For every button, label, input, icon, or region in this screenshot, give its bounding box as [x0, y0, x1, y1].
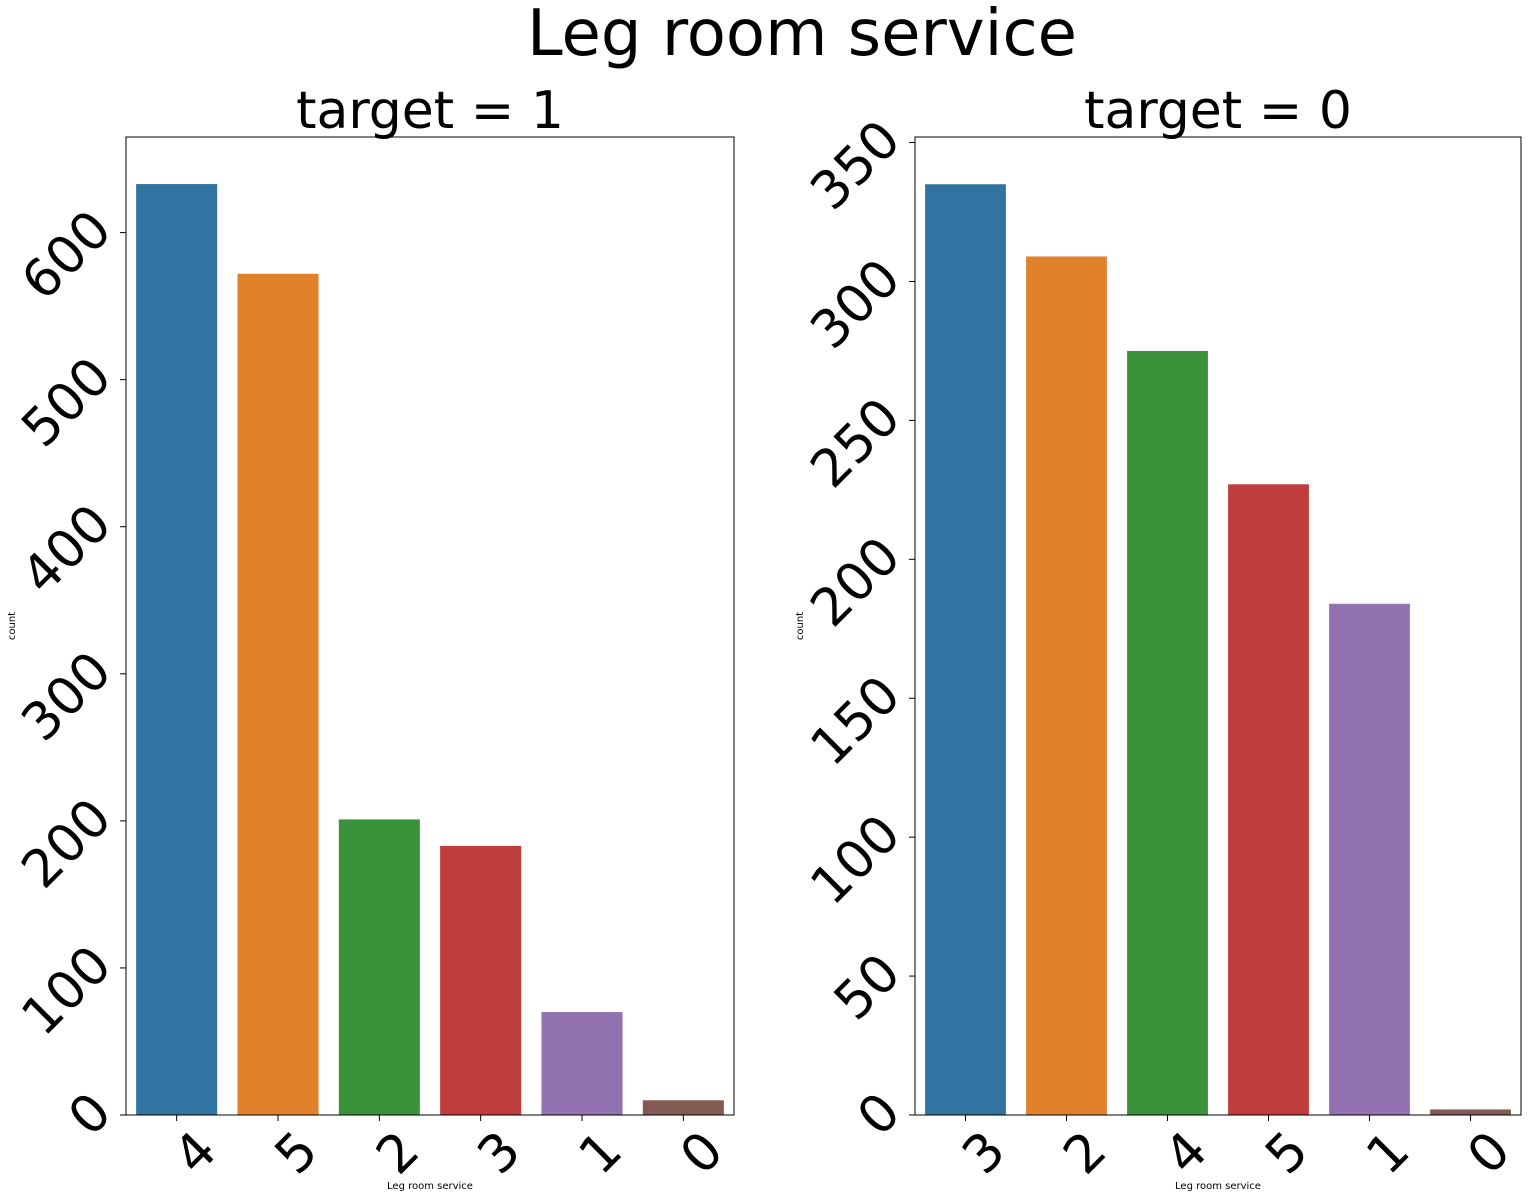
bar [925, 184, 1006, 1116]
y-tick-label: 250 [800, 387, 913, 500]
x-tick-label: 5 [264, 1120, 330, 1186]
y-tick-label: 200 [800, 526, 913, 639]
x-tick-label: 2 [1052, 1120, 1118, 1186]
bar [541, 1012, 623, 1115]
y-tick-label: 600 [11, 199, 124, 312]
y-tick-label: 200 [11, 788, 124, 901]
subplot-right-title: target = 0 [1084, 81, 1352, 141]
x-tick-label: 4 [163, 1120, 229, 1186]
bar [1329, 603, 1410, 1115]
subplot-right-frame [914, 136, 1522, 1116]
y-tick-label: 0 [846, 1082, 912, 1148]
y-tick-label: 150 [800, 665, 913, 778]
subplot-left-bars [136, 184, 724, 1115]
subplot-left-y-axis-label: count [7, 612, 18, 640]
bar [1430, 1109, 1511, 1115]
subplot-left-frame [125, 136, 735, 1116]
bar [1228, 484, 1309, 1115]
x-tick-label: 4 [1153, 1120, 1219, 1186]
x-tick-label: 1 [1355, 1120, 1421, 1186]
subplot-right-y-axis-label: count [795, 612, 806, 640]
bar [642, 1100, 724, 1115]
bar [440, 845, 522, 1115]
x-tick-label: 2 [365, 1120, 431, 1186]
y-tick-label: 0 [57, 1082, 123, 1148]
subplot-right-bars [925, 184, 1511, 1116]
y-tick-label: 400 [11, 493, 124, 606]
x-tick-label: 0 [669, 1120, 735, 1186]
y-tick-label: 350 [800, 109, 913, 222]
x-tick-label: 3 [467, 1120, 533, 1186]
x-tick-label: 0 [1456, 1120, 1522, 1186]
y-tick-label: 100 [800, 804, 913, 917]
y-tick-label: 500 [11, 346, 124, 459]
subplot-left-x-axis-label: Leg room service [387, 1181, 473, 1192]
bar [237, 273, 319, 1115]
bar [1127, 350, 1208, 1115]
x-tick-label: 5 [1254, 1120, 1320, 1186]
subplot-right-x-axis-label: Leg room service [1175, 1181, 1261, 1192]
y-tick-label: 50 [823, 943, 912, 1032]
subplot-left-title: target = 1 [296, 81, 564, 141]
bar [1026, 256, 1107, 1116]
figure-title: Leg room service [527, 0, 1077, 71]
x-tick-label: 1 [568, 1120, 634, 1186]
subplot-left-y-axis: 0 100 200 300 400 500 600 [11, 199, 126, 1148]
subplot-right-y-axis: 0 50 100 150 200 250 300 350 [800, 109, 915, 1148]
y-tick-label: 100 [11, 935, 124, 1048]
x-tick-label: 3 [951, 1120, 1017, 1186]
bar [136, 184, 218, 1115]
bar [338, 819, 420, 1115]
y-tick-label: 300 [800, 248, 913, 361]
y-tick-label: 300 [11, 641, 124, 754]
